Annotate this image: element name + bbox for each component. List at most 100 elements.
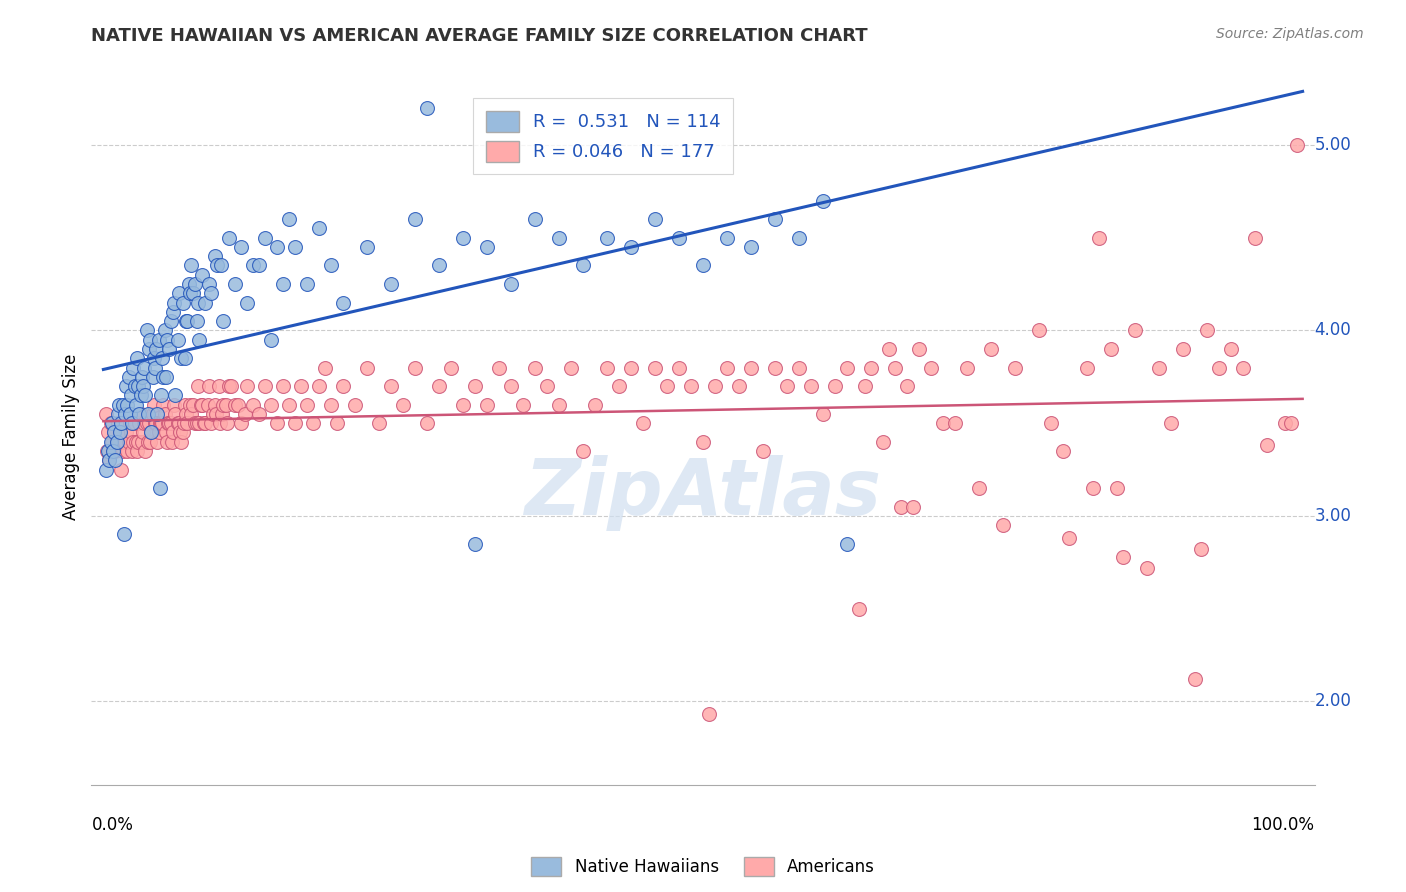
Point <box>166 333 188 347</box>
Point <box>103 425 125 440</box>
Point <box>1147 360 1170 375</box>
Point <box>146 434 169 449</box>
Point <box>332 379 354 393</box>
Point <box>896 379 918 393</box>
Point <box>356 360 378 375</box>
Point <box>115 425 138 440</box>
Point <box>160 434 183 449</box>
Point <box>141 369 163 384</box>
Point <box>186 416 208 430</box>
Point <box>242 259 264 273</box>
Point <box>125 398 148 412</box>
Point <box>98 453 121 467</box>
Point <box>236 379 259 393</box>
Point <box>149 481 172 495</box>
Point <box>1171 342 1194 356</box>
Point <box>100 434 122 449</box>
Point <box>170 434 193 449</box>
Point <box>1219 342 1241 356</box>
Point <box>212 314 235 328</box>
Text: 4.00: 4.00 <box>1315 321 1351 339</box>
Point <box>991 518 1014 533</box>
Point <box>167 286 190 301</box>
Point <box>127 379 149 393</box>
Point <box>1208 360 1230 375</box>
Point <box>211 407 233 421</box>
Point <box>129 407 152 421</box>
Point <box>204 249 226 263</box>
Point <box>118 416 141 430</box>
Point <box>728 379 751 393</box>
Point <box>752 444 775 458</box>
Point <box>165 388 187 402</box>
Point <box>475 398 498 412</box>
Point <box>124 416 146 430</box>
Point <box>190 398 212 412</box>
Point <box>427 259 450 273</box>
Point <box>226 398 249 412</box>
Point <box>811 407 834 421</box>
Point <box>125 351 148 366</box>
Point <box>148 425 170 440</box>
Point <box>763 212 786 227</box>
Point <box>149 388 172 402</box>
Point <box>231 240 253 254</box>
Point <box>380 277 402 291</box>
Point <box>114 434 136 449</box>
Point <box>1195 323 1218 337</box>
Point <box>111 398 134 412</box>
Point <box>163 295 186 310</box>
Point <box>204 398 226 412</box>
Point <box>117 434 139 449</box>
Point <box>104 453 127 467</box>
Point <box>198 379 221 393</box>
Point <box>326 416 349 430</box>
Point <box>404 212 426 227</box>
Point <box>572 259 595 273</box>
Point <box>157 416 180 430</box>
Point <box>224 277 246 291</box>
Point <box>596 360 619 375</box>
Point <box>1123 323 1146 337</box>
Point <box>188 416 211 430</box>
Point <box>1039 416 1062 430</box>
Point <box>219 379 242 393</box>
Point <box>1243 230 1265 244</box>
Text: NATIVE HAWAIIAN VS AMERICAN AVERAGE FAMILY SIZE CORRELATION CHART: NATIVE HAWAIIAN VS AMERICAN AVERAGE FAMI… <box>91 27 868 45</box>
Point <box>176 314 198 328</box>
Point <box>120 388 142 402</box>
Point <box>101 444 124 458</box>
Point <box>138 416 160 430</box>
Point <box>302 416 325 430</box>
Point <box>1232 360 1254 375</box>
Point <box>115 379 138 393</box>
Point <box>901 500 924 514</box>
Point <box>111 444 134 458</box>
Point <box>254 379 277 393</box>
Point <box>201 407 224 421</box>
Point <box>321 259 343 273</box>
Legend: Native Hawaiians, Americans: Native Hawaiians, Americans <box>523 848 883 885</box>
Point <box>150 416 173 430</box>
Point <box>122 434 145 449</box>
Point <box>141 407 163 421</box>
Point <box>536 379 558 393</box>
Point <box>835 360 858 375</box>
Point <box>260 398 283 412</box>
Text: ZipAtlas: ZipAtlas <box>524 455 882 531</box>
Point <box>1087 230 1109 244</box>
Point <box>135 416 157 430</box>
Point <box>560 360 582 375</box>
Point <box>620 240 643 254</box>
Point <box>94 407 117 421</box>
Point <box>644 212 666 227</box>
Point <box>101 416 124 430</box>
Point <box>128 416 150 430</box>
Point <box>668 360 690 375</box>
Point <box>548 398 571 412</box>
Point <box>152 369 174 384</box>
Point <box>141 425 163 440</box>
Text: 0.0%: 0.0% <box>91 816 134 834</box>
Point <box>117 398 139 412</box>
Point <box>890 500 912 514</box>
